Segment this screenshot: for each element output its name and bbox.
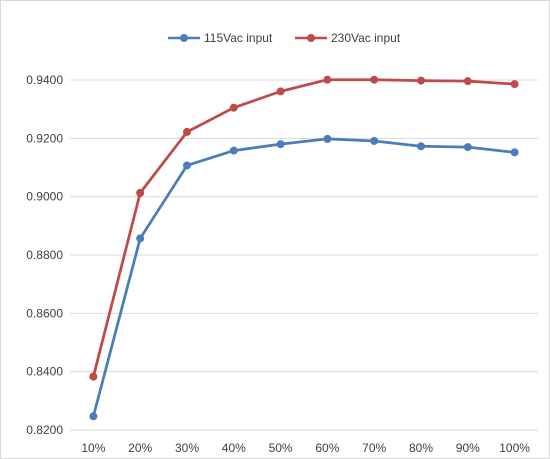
axes: 0.8200 0.8400 0.8600 0.8800 0.9000 0.9200 0.94…: [26, 73, 530, 455]
series-line: [92, 78, 515, 377]
series-1: [89, 134, 519, 421]
data-point: [323, 75, 332, 84]
gridlines: [70, 79, 538, 431]
series-2: [89, 75, 519, 381]
data-point: [229, 146, 238, 155]
data-point: [323, 134, 332, 143]
x-tick-label: 50%: [269, 441, 293, 455]
legend-label: 115Vac input: [204, 31, 273, 45]
data-point: [417, 76, 425, 85]
legend-entry: 230Vac input: [295, 31, 401, 45]
y-tick-label: 0.8800: [26, 248, 63, 262]
data-point: [276, 87, 285, 96]
y-tick-label: 0.8600: [26, 306, 63, 320]
data-point: [370, 136, 379, 145]
legend-label: 230Vac input: [331, 31, 401, 45]
legend: 115Vac input 230Vac input: [168, 31, 401, 45]
data-point: [89, 412, 98, 421]
series-group: [89, 75, 519, 421]
data-point: [510, 80, 519, 89]
data-point: [276, 140, 285, 149]
x-tick-label: 40%: [222, 441, 246, 455]
data-point: [370, 75, 379, 84]
legend-entry: 115Vac input: [168, 31, 273, 45]
data-point: [229, 103, 238, 112]
x-tick-label: 60%: [315, 441, 339, 455]
y-tick-label: 0.8200: [26, 423, 63, 437]
y-tick-label: 0.9000: [26, 190, 63, 204]
data-point: [136, 188, 145, 197]
legend-swatch-marker: [180, 34, 188, 42]
data-point: [510, 148, 519, 157]
x-tick-label: 90%: [456, 441, 480, 455]
data-point: [183, 161, 191, 170]
legend-swatch-marker: [307, 34, 315, 42]
data-point: [463, 77, 472, 86]
data-point: [417, 142, 425, 151]
data-point: [89, 372, 98, 381]
x-tick-label: 70%: [362, 441, 386, 455]
y-tick-label: 0.9200: [26, 131, 63, 145]
x-tick-label: 30%: [175, 441, 199, 455]
y-tick-label: 0.9400: [26, 73, 63, 87]
x-tick-label: 20%: [128, 441, 152, 455]
y-tick-label: 0.8400: [26, 365, 63, 379]
x-tick-label: 10%: [81, 441, 105, 455]
x-tick-label: 100%: [499, 441, 530, 455]
x-tick-label: 80%: [409, 441, 433, 455]
data-point: [136, 234, 145, 243]
series-line: [92, 137, 515, 417]
data-point: [463, 143, 472, 152]
data-point: [183, 127, 191, 136]
